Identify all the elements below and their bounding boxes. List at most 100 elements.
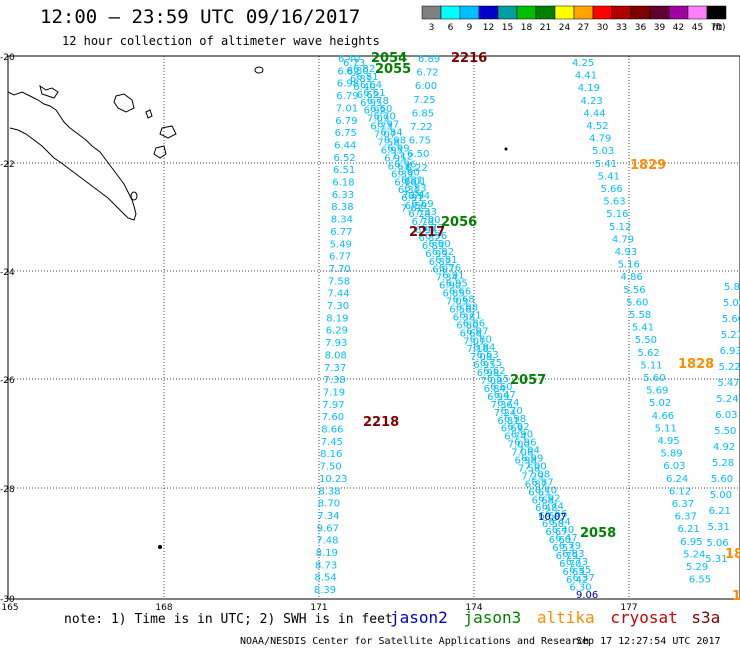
swh-reading: 7.58	[518, 463, 540, 474]
swh-reading: 7.09	[367, 114, 389, 125]
swh-reading: 6.92	[507, 422, 529, 433]
swh-reading: 6.00	[415, 81, 437, 92]
swh-reading: 10.23	[319, 474, 348, 485]
swh-reading-high: 9.06	[576, 590, 598, 601]
swh-reading: 6.37	[573, 573, 595, 584]
swh-reading: 6.95	[381, 145, 403, 156]
swh-reading: 6.60	[549, 535, 571, 546]
swh-reading: 6.92	[538, 493, 560, 504]
swh-reading: 6.12	[669, 486, 691, 497]
swh-reading: 6.82	[429, 257, 451, 268]
swh-reading: 4.52	[586, 121, 608, 132]
legend-value: 24	[559, 23, 571, 33]
lat-label: -20	[0, 53, 15, 63]
swh-reading: 5.60	[722, 314, 740, 325]
pass-time-label: 1	[732, 589, 740, 604]
swh-reading: 6.94	[415, 225, 437, 236]
swh-reading: 8.38	[318, 486, 340, 497]
legend-value: 45	[692, 23, 703, 33]
sat-jason2: jason2	[390, 608, 448, 627]
swh-reading: 7.37	[324, 363, 346, 374]
swh-reading: 4.79	[589, 134, 611, 145]
legend-value: 3	[429, 23, 435, 33]
swh-reading: 5.31	[705, 554, 727, 565]
swh-reading: 7.33	[415, 207, 437, 218]
legend-swatch	[478, 5, 499, 20]
swh-reading: 6.66	[545, 509, 567, 520]
wave-height-tracks: 6.406.826.986.797.016.796.756.446.526.51…	[314, 54, 740, 601]
swh-reading: 6.65	[563, 567, 585, 578]
swh-reading: 6.18	[332, 178, 354, 189]
swh-reading: 6.40	[552, 525, 574, 536]
swh-reading: 6.70	[374, 112, 396, 123]
swh-reading: 5.24	[716, 394, 738, 405]
lat-label: -24	[0, 268, 15, 278]
swh-reading: 6.53	[552, 543, 574, 554]
swh-reading: 7.01	[463, 336, 485, 347]
longitude-labels: 165 168 171 174 177	[1, 603, 637, 613]
swh-reading: 6.97	[432, 265, 454, 276]
swh-reading: 6.81	[350, 74, 372, 85]
swh-reading: 6.71	[459, 311, 481, 322]
swh-color-legend: 3 6 9 12 15 18 21 24 27 30 33 36 39 42 45 70	[421, 5, 727, 33]
lon-label: 174	[465, 603, 482, 613]
lat-label: -28	[0, 485, 15, 495]
swh-reading: 4.86	[621, 272, 643, 283]
swh-reading: 8.66	[321, 425, 343, 436]
swh-reading: 6.78	[408, 209, 430, 220]
swh-reading: 6.63	[477, 350, 499, 361]
lat-label: -26	[0, 376, 15, 386]
pass-time-label: 2216	[451, 51, 487, 66]
swh-reading: 6.70	[535, 485, 557, 496]
swh-reading: 6.42	[566, 575, 588, 586]
swh-reading: 6.81	[435, 255, 457, 266]
legend-value: 39	[654, 23, 666, 33]
swh-reading: 6.95	[384, 153, 406, 164]
swh-reading: 7.60	[322, 412, 344, 423]
pass-time-label: 2056	[441, 215, 477, 230]
swh-reading: 5.11	[655, 423, 677, 434]
swh-reading: 5.41	[598, 171, 620, 182]
swh-reading: 7.00	[525, 462, 547, 473]
swh-reading: 6.98	[477, 368, 499, 379]
swh-reading: 6.94	[408, 191, 430, 202]
swh-reading: 8.34	[331, 215, 353, 226]
swh-reading: 6.73	[566, 557, 588, 568]
swh-reading: 6.55	[689, 575, 711, 586]
swh-reading: 7.12	[391, 151, 413, 162]
swh-reading: 7.24	[494, 408, 516, 419]
swh-reading: 6.73	[343, 58, 365, 69]
swh-reading: 5.21	[721, 330, 740, 341]
legend-swatch	[459, 5, 480, 20]
swh-reading: 6.03	[715, 410, 737, 421]
lat-label: -30	[0, 595, 15, 605]
swh-reading: 6.98	[384, 136, 406, 147]
lon-label: 171	[310, 603, 327, 613]
legend-swatch	[592, 5, 613, 20]
swh-reading: 6.59	[405, 201, 427, 212]
swh-reading: 6.76	[394, 177, 416, 188]
latitude-labels: -20 -22 -24 -26 -28 -30	[0, 53, 15, 605]
swh-reading: 5.58	[629, 310, 651, 321]
swh-reading: 6.84	[484, 384, 506, 395]
swh-reading: 6.87	[525, 479, 547, 490]
swh-reading: 6.90	[511, 430, 533, 441]
sat-cryosat: cryosat	[610, 608, 678, 627]
swh-reading: 5.22	[719, 362, 740, 373]
swh-reading: 6.58	[542, 519, 564, 530]
swh-reading: 6.96	[425, 231, 447, 242]
swh-reading: 6.55	[487, 374, 509, 385]
swh-reading: 6.51	[333, 165, 355, 176]
swh-reading: 8.19	[316, 548, 338, 559]
swh-reading: 6.33	[332, 190, 354, 201]
swh-reading: 6.47	[555, 533, 577, 544]
swh-reading: 6.85	[412, 108, 434, 119]
swh-reading: 6.88	[456, 303, 478, 314]
pass-time-label: 2055	[375, 62, 411, 77]
swh-reading: 6.60	[370, 104, 392, 115]
swh-reading: 7.30	[327, 301, 349, 312]
swh-reading: 8.08	[325, 350, 347, 361]
legend-value: 42	[673, 23, 684, 33]
swh-reading: 8.19	[326, 313, 348, 324]
swh-reading: 5.60	[626, 297, 648, 308]
